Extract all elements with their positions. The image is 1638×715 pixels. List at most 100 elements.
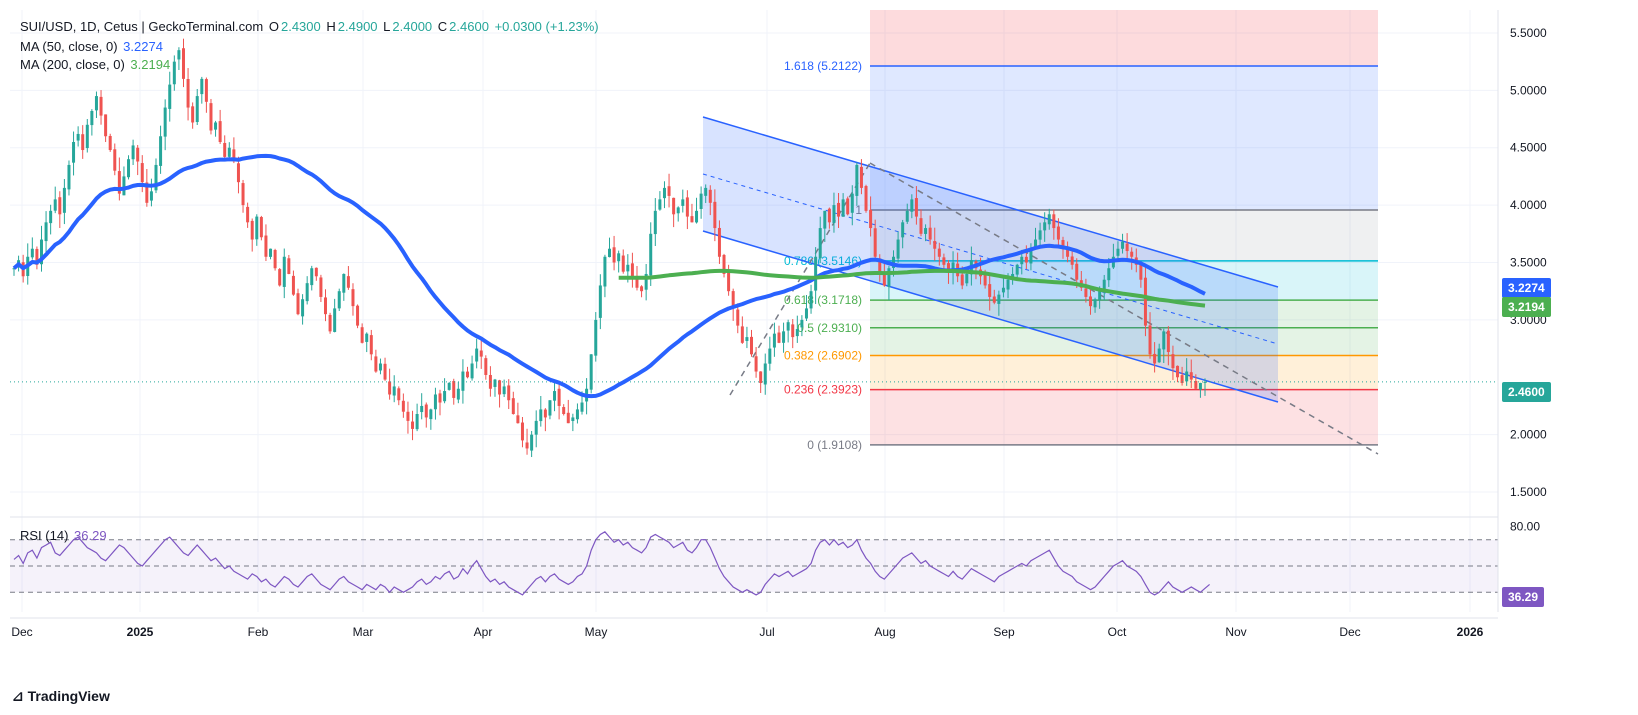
candle-body [777,332,781,343]
candle-body [1139,263,1143,280]
candle-body [1070,256,1074,265]
candle-body [942,257,946,265]
rsi-legend[interactable]: RSI (14) 36.29 [20,528,109,543]
candle-body [200,78,204,95]
candle-body [291,275,295,295]
ma50-legend[interactable]: MA (50, close, 0) 3.2274 [20,39,165,54]
candle-body [35,248,39,265]
candle-body [502,386,506,395]
trend-line [869,162,1379,455]
candle-body [388,381,392,395]
ma50-price-tag: 3.2274 [1502,278,1551,298]
tradingview-logo[interactable]: ⊿ TradingView [12,688,110,704]
candle-body [461,371,465,391]
candle-body [12,268,16,270]
candle-body [1176,365,1180,378]
candle-body [717,227,721,257]
candle-body [548,400,552,416]
candle-body [319,277,323,297]
candle-body [992,296,996,303]
candle-body [1171,354,1175,369]
time-tick-label: Aug [874,625,895,639]
channel-upper-line [702,116,1279,288]
chart-grid [10,10,1498,612]
candle-body [140,163,144,183]
ma200-legend[interactable]: MA (200, close, 0) 3.2194 [20,57,172,72]
candle-body [1157,348,1161,363]
candle-body [772,333,776,348]
candle-body [159,136,163,166]
candle-body [259,217,263,238]
candle-body [722,254,726,274]
candle-body [571,417,575,422]
candle-body [310,268,314,286]
candle-body [1185,371,1189,382]
ma200-value: 3.2194 [130,57,171,72]
rsi-value-legend: 36.29 [74,528,107,543]
candle-body [594,319,598,356]
candle-body [933,241,937,249]
candle-body [685,197,689,217]
candle-body [429,409,433,420]
candle-body [896,239,900,259]
candle-body [273,249,277,269]
candle-body [928,227,932,240]
candle-body [543,409,547,418]
candle-body [209,103,213,131]
candle-body [1166,330,1170,353]
candle-body [1116,248,1120,256]
candle-body [470,363,474,379]
symbol-title: SUI/USD, 1D, Cetus | GeckoTerminal.com [20,19,264,34]
candle-body [644,273,648,290]
candle-body [672,197,676,215]
candle-body [328,314,332,332]
fib-level-label: 0.236 (2.3923) [784,383,862,397]
fib-level-label: 0.5 (2.9310) [797,321,862,335]
candle-body [154,164,158,191]
candle-body [493,379,497,387]
candle-body [1034,239,1038,248]
fib-zone [870,327,1378,356]
candle-body [227,147,231,157]
candle-body [218,121,222,142]
candle-body [795,329,799,337]
price-tick-label: 2.0000 [1510,428,1547,442]
candle-body [910,199,914,212]
fibonacci-retracement: 1.618 (5.2122) 1 0.786 (3.5146) 0.618 (3.17… [784,10,1378,452]
candle-body [172,61,176,85]
tradingview-logo-text: TradingView [27,688,110,704]
candle-body [163,107,167,137]
candle-body [905,210,909,222]
candle-body [960,274,964,286]
candle-body [1098,291,1102,300]
candle-body [635,277,639,288]
time-tick-label: Nov [1225,625,1246,639]
candle-body [181,48,185,79]
candle-body [809,291,813,309]
fib-zone [870,210,1378,261]
candle-body [246,206,250,223]
price-tick-label: 3.5000 [1510,256,1547,270]
candle-body [699,193,703,209]
candle-body [1194,381,1198,389]
candle-body [99,96,103,116]
candle-body [58,197,62,215]
candle-body [667,186,671,196]
candle-body [800,319,804,328]
chart-axes: 5.50005.00004.50004.00003.50003.00002.00… [10,10,1547,639]
open-label: O [268,19,279,34]
candle-body [695,210,699,223]
candle-body [447,383,451,390]
candle-body [411,421,415,429]
candle-body [1066,247,1070,257]
candle-body [378,363,382,371]
candle-body [186,79,190,108]
candle-body [878,258,882,274]
candle-body [374,356,378,372]
fib-zone [870,300,1378,328]
candle-body [438,393,442,403]
candle-body [282,256,286,287]
time-tick-label: Dec [11,625,32,639]
candle-body [49,210,53,224]
